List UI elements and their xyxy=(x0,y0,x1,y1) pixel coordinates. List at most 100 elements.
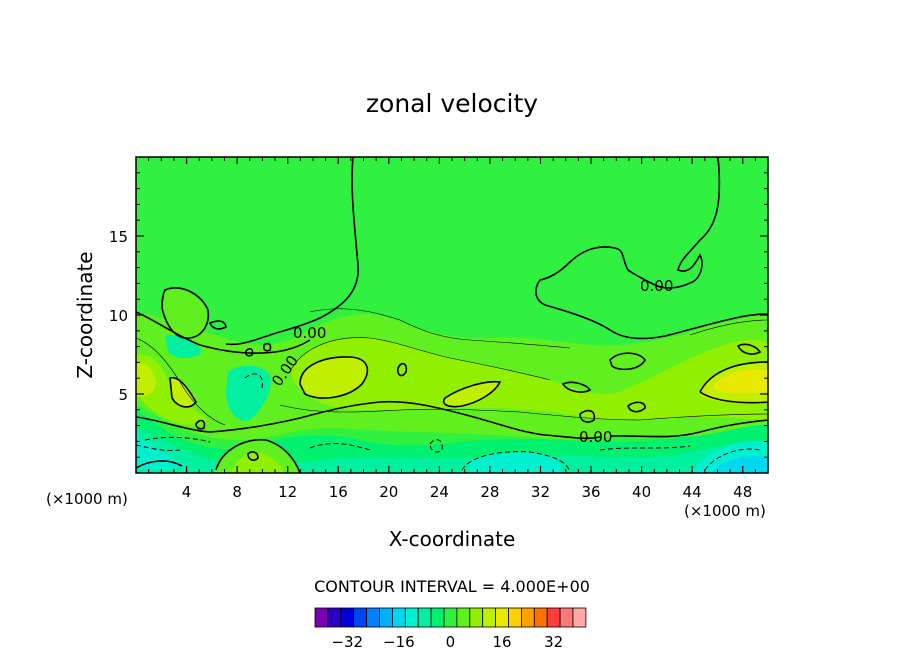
colorbar-swatch xyxy=(391,607,406,628)
contour-line xyxy=(627,401,646,413)
colorbar-swatch xyxy=(353,607,368,628)
field-negative-mid xyxy=(226,365,271,421)
colorbar-swatch xyxy=(404,607,419,628)
field-positive-surface xyxy=(232,452,284,473)
x-tick-label: 4 xyxy=(182,483,192,501)
contour-line xyxy=(136,311,311,354)
contour-line xyxy=(289,337,551,381)
y-axis: 5 10 15 xyxy=(109,172,768,458)
contour-line xyxy=(279,404,768,421)
field-positive-core xyxy=(290,337,768,421)
field-negative-core xyxy=(136,428,768,473)
positive-contours xyxy=(136,308,768,426)
contour-line xyxy=(443,380,502,408)
x-tick-label: 44 xyxy=(683,483,702,501)
colorbar-tick-label: 16 xyxy=(493,633,512,651)
x-tick-label: 40 xyxy=(632,483,651,501)
contour-line xyxy=(535,157,768,340)
zero-contours xyxy=(136,157,768,473)
colorbar-tick-label: 0 xyxy=(446,633,456,651)
y-tick-label: 10 xyxy=(109,307,128,325)
field-positive-left xyxy=(170,377,196,407)
contour-label: 0.00 xyxy=(579,428,612,446)
x-tick-label: 32 xyxy=(531,483,550,501)
contour-interval-text: CONTOUR INTERVAL = 4.000E+00 xyxy=(314,577,590,596)
negative-contours xyxy=(136,373,761,473)
colorbar xyxy=(314,607,587,628)
y-tick-label: 15 xyxy=(109,228,128,246)
field-positive-upper-left xyxy=(162,289,208,338)
field-negative-core xyxy=(470,452,562,473)
x-axis: 4 8 12 16 20 24 28 32 36 40 44 48 xyxy=(148,157,756,501)
contour-line xyxy=(309,308,571,349)
x-tick-label: 48 xyxy=(733,483,752,501)
colorbar-swatch xyxy=(430,607,445,628)
colorbar-swatch xyxy=(572,607,587,628)
x-tick-label: 24 xyxy=(430,483,449,501)
contour-line xyxy=(579,409,596,423)
field-negative-band xyxy=(136,410,768,473)
contour-line xyxy=(225,157,359,346)
contour-line xyxy=(247,451,259,461)
contour-line xyxy=(136,337,226,426)
x-tick-label: 8 xyxy=(232,483,242,501)
x-tick-label: 16 xyxy=(329,483,348,501)
colorbar-swatch xyxy=(340,607,355,628)
field-negative-peak xyxy=(710,455,768,473)
colorbar-tick-label: −16 xyxy=(383,633,415,651)
contour-line xyxy=(136,400,601,440)
colorbar-swatch xyxy=(495,607,509,628)
colorbar-swatch xyxy=(417,607,432,628)
contour-line xyxy=(429,439,443,453)
field-negative-mid xyxy=(165,334,202,358)
chart-title: zonal velocity xyxy=(366,89,538,118)
contour-line xyxy=(397,362,408,377)
contour-label: 0.00 xyxy=(293,324,326,342)
colorbar-swatch xyxy=(366,607,380,628)
contour-line xyxy=(609,419,768,438)
contour-line xyxy=(309,443,371,451)
field-positive-peak xyxy=(714,369,768,394)
contour-line xyxy=(244,373,264,389)
x-tick-label: 20 xyxy=(379,483,398,501)
colorbar-swatch xyxy=(379,607,393,628)
contour-line xyxy=(215,439,301,473)
contour-line xyxy=(299,356,369,399)
contour-line xyxy=(736,343,762,355)
contour-line xyxy=(136,444,181,451)
colorbar-swatch xyxy=(559,607,574,628)
contour-line xyxy=(208,320,227,330)
contour-field: 0.00 0.00 0.00 0.00 xyxy=(136,157,768,473)
colorbar-swatch xyxy=(533,607,548,628)
contour-line xyxy=(689,319,768,336)
y-axis-label: Z-coordinate xyxy=(73,251,97,378)
colorbar-swatch xyxy=(456,607,471,628)
contour-line xyxy=(263,342,272,352)
colorbar-swatch xyxy=(327,607,342,628)
colorbar-swatch xyxy=(482,607,497,628)
y-unit-label: (×1000 m) xyxy=(684,502,766,520)
y-tick-label: 5 xyxy=(118,386,128,404)
x-axis-label: X-coordinate xyxy=(389,527,516,551)
contour-line xyxy=(561,381,592,393)
colorbar-swatch xyxy=(521,607,535,628)
colorbar-swatch xyxy=(443,607,458,628)
contour-line xyxy=(699,361,768,393)
x-unit-label: (×1000 m) xyxy=(46,490,128,508)
field-negative-core xyxy=(136,436,186,470)
colorbar-tick-label: 32 xyxy=(544,633,563,651)
x-tick-label: 28 xyxy=(480,483,499,501)
field-positive-left xyxy=(136,363,156,397)
x-tick-label: 36 xyxy=(581,483,600,501)
contour-line xyxy=(136,460,183,469)
contour-label: 0.00 xyxy=(640,277,673,295)
x-tick-label: 12 xyxy=(278,483,297,501)
contour-line xyxy=(161,287,210,339)
contour-label-group: 0.00 0.00 0.00 0.00 xyxy=(268,277,673,446)
contour-line xyxy=(195,419,206,430)
colorbar-swatch xyxy=(469,607,484,628)
colorbar-swatch xyxy=(546,607,561,628)
contour-line xyxy=(599,445,691,451)
colorbar-swatch xyxy=(508,607,522,628)
